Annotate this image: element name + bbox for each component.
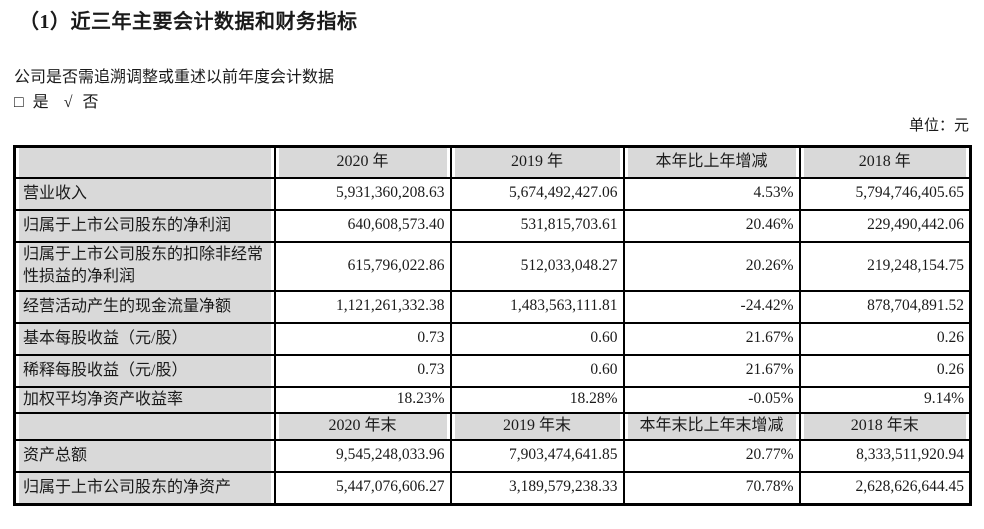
metric-value-change: 4.53% xyxy=(622,176,801,211)
metric-value-2020: 0.73 xyxy=(273,353,452,388)
metric-value-change: 20.46% xyxy=(622,208,801,243)
header-empty-cell xyxy=(13,145,276,179)
metric-value-2018: 229,490,442.06 xyxy=(798,208,972,243)
metric-value-2020: 9,545,248,033.96 xyxy=(273,438,452,473)
metric-label: 经营活动产生的现金流量净额 xyxy=(13,289,276,324)
yearend-header-row: 2020 年末 2019 年末 本年末比上年末增减 2018 年末 xyxy=(13,411,972,441)
metric-value-2018: 0.26 xyxy=(798,321,972,356)
table-row-diluted-eps: 稀释每股收益（元/股） 0.73 0.60 21.67% 0.26 xyxy=(13,353,972,388)
metric-value-2018: 0.26 xyxy=(798,353,972,388)
metric-value-2019: 5,674,492,427.06 xyxy=(449,176,625,211)
col-header-2018-end: 2018 年末 xyxy=(798,411,972,441)
metric-value-2018: 2,628,626,644.45 xyxy=(798,470,972,506)
table-row-total-assets: 资产总额 9,545,248,033.96 7,903,474,641.85 2… xyxy=(13,438,972,473)
metric-value-change: 21.67% xyxy=(622,353,801,388)
col-header-2019-end: 2019 年末 xyxy=(449,411,625,441)
table-row-weighted-avg-roe: 加权平均净资产收益率 18.23% 18.28% -0.05% 9.14% xyxy=(13,385,972,414)
metric-value-change: 20.77% xyxy=(622,438,801,473)
metric-value-2019: 0.60 xyxy=(449,321,625,356)
metric-value-2019: 0.60 xyxy=(449,353,625,388)
metric-value-2018: 219,248,154.75 xyxy=(798,240,972,292)
col-header-yearend-change: 本年末比上年末增减 xyxy=(622,411,801,441)
metric-value-2020: 5,931,360,208.63 xyxy=(273,176,452,211)
restate-answer: □ 是 √ 否 xyxy=(14,88,98,112)
metric-label: 基本每股收益（元/股） xyxy=(13,321,276,356)
col-header-2019: 2019 年 xyxy=(449,145,625,179)
metric-value-2018: 8,333,511,920.94 xyxy=(798,438,972,473)
metric-value-2019: 512,033,048.27 xyxy=(449,240,625,292)
metric-label: 归属于上市公司股东的净利润 xyxy=(13,208,276,243)
header-empty-cell xyxy=(13,411,276,441)
col-header-2018: 2018 年 xyxy=(798,145,972,179)
checkbox-unchecked-icon: □ xyxy=(14,94,24,111)
metric-value-change: 70.78% xyxy=(622,470,801,506)
table-row-net-profit-excl-nonrecurring: 归属于上市公司股东的扣除非经常性损益的净利润 615,796,022.86 51… xyxy=(13,240,972,292)
metric-value-2020: 5,447,076,606.27 xyxy=(273,470,452,506)
metric-label: 加权平均净资产收益率 xyxy=(13,385,276,414)
metric-label: 稀释每股收益（元/股） xyxy=(13,353,276,388)
metric-value-2020: 18.23% xyxy=(273,385,452,414)
metric-value-change: -24.42% xyxy=(622,289,801,324)
metric-value-2020: 1,121,261,332.38 xyxy=(273,289,452,324)
checkmark-icon: √ xyxy=(63,94,73,111)
metric-value-2020: 640,608,573.40 xyxy=(273,208,452,243)
metric-value-2019: 7,903,474,641.85 xyxy=(449,438,625,473)
col-header-yoy-change: 本年比上年增减 xyxy=(622,145,801,179)
metric-value-change: 20.26% xyxy=(622,240,801,292)
option-no-label: 否 xyxy=(82,94,99,111)
metric-value-2018: 878,704,891.52 xyxy=(798,289,972,324)
annual-header-row: 2020 年 2019 年 本年比上年增减 2018 年 xyxy=(13,145,972,179)
table-row-operating-cash-flow: 经营活动产生的现金流量净额 1,121,261,332.38 1,483,563… xyxy=(13,289,972,324)
col-header-2020-end: 2020 年末 xyxy=(273,411,452,441)
metric-value-2019: 1,483,563,111.81 xyxy=(449,289,625,324)
section-title: （1）近三年主要会计数据和财务指标 xyxy=(19,11,358,33)
metric-label: 归属于上市公司股东的净资产 xyxy=(13,470,276,506)
metric-value-change: -0.05% xyxy=(622,385,801,414)
table-row-net-assets: 归属于上市公司股东的净资产 5,447,076,606.27 3,189,579… xyxy=(13,470,972,506)
unit-note: 单位：元 xyxy=(908,118,969,134)
restate-question: 公司是否需追溯调整或重述以前年度会计数据 xyxy=(14,69,335,86)
metric-value-change: 21.67% xyxy=(622,321,801,356)
metric-value-2020: 0.73 xyxy=(273,321,452,356)
metric-label: 归属于上市公司股东的扣除非经常性损益的净利润 xyxy=(13,240,276,292)
financial-indicators-table: 2020 年 2019 年 本年比上年增减 2018 年 营业收入 5,931,… xyxy=(13,145,972,506)
metric-value-2020: 615,796,022.86 xyxy=(273,240,452,292)
metric-label: 营业收入 xyxy=(13,176,276,211)
col-header-2020: 2020 年 xyxy=(273,145,452,179)
table-row-net-profit: 归属于上市公司股东的净利润 640,608,573.40 531,815,703… xyxy=(13,208,972,243)
metric-value-2018: 9.14% xyxy=(798,385,972,414)
table-row-revenue: 营业收入 5,931,360,208.63 5,674,492,427.06 4… xyxy=(13,176,972,211)
metric-value-2019: 3,189,579,238.33 xyxy=(449,470,625,506)
table-row-basic-eps: 基本每股收益（元/股） 0.73 0.60 21.67% 0.26 xyxy=(13,321,972,356)
metric-value-2018: 5,794,746,405.65 xyxy=(798,176,972,211)
metric-value-2019: 18.28% xyxy=(449,385,625,414)
metric-value-2019: 531,815,703.61 xyxy=(449,208,625,243)
option-yes-label: 是 xyxy=(32,94,49,111)
metric-label: 资产总额 xyxy=(13,438,276,473)
